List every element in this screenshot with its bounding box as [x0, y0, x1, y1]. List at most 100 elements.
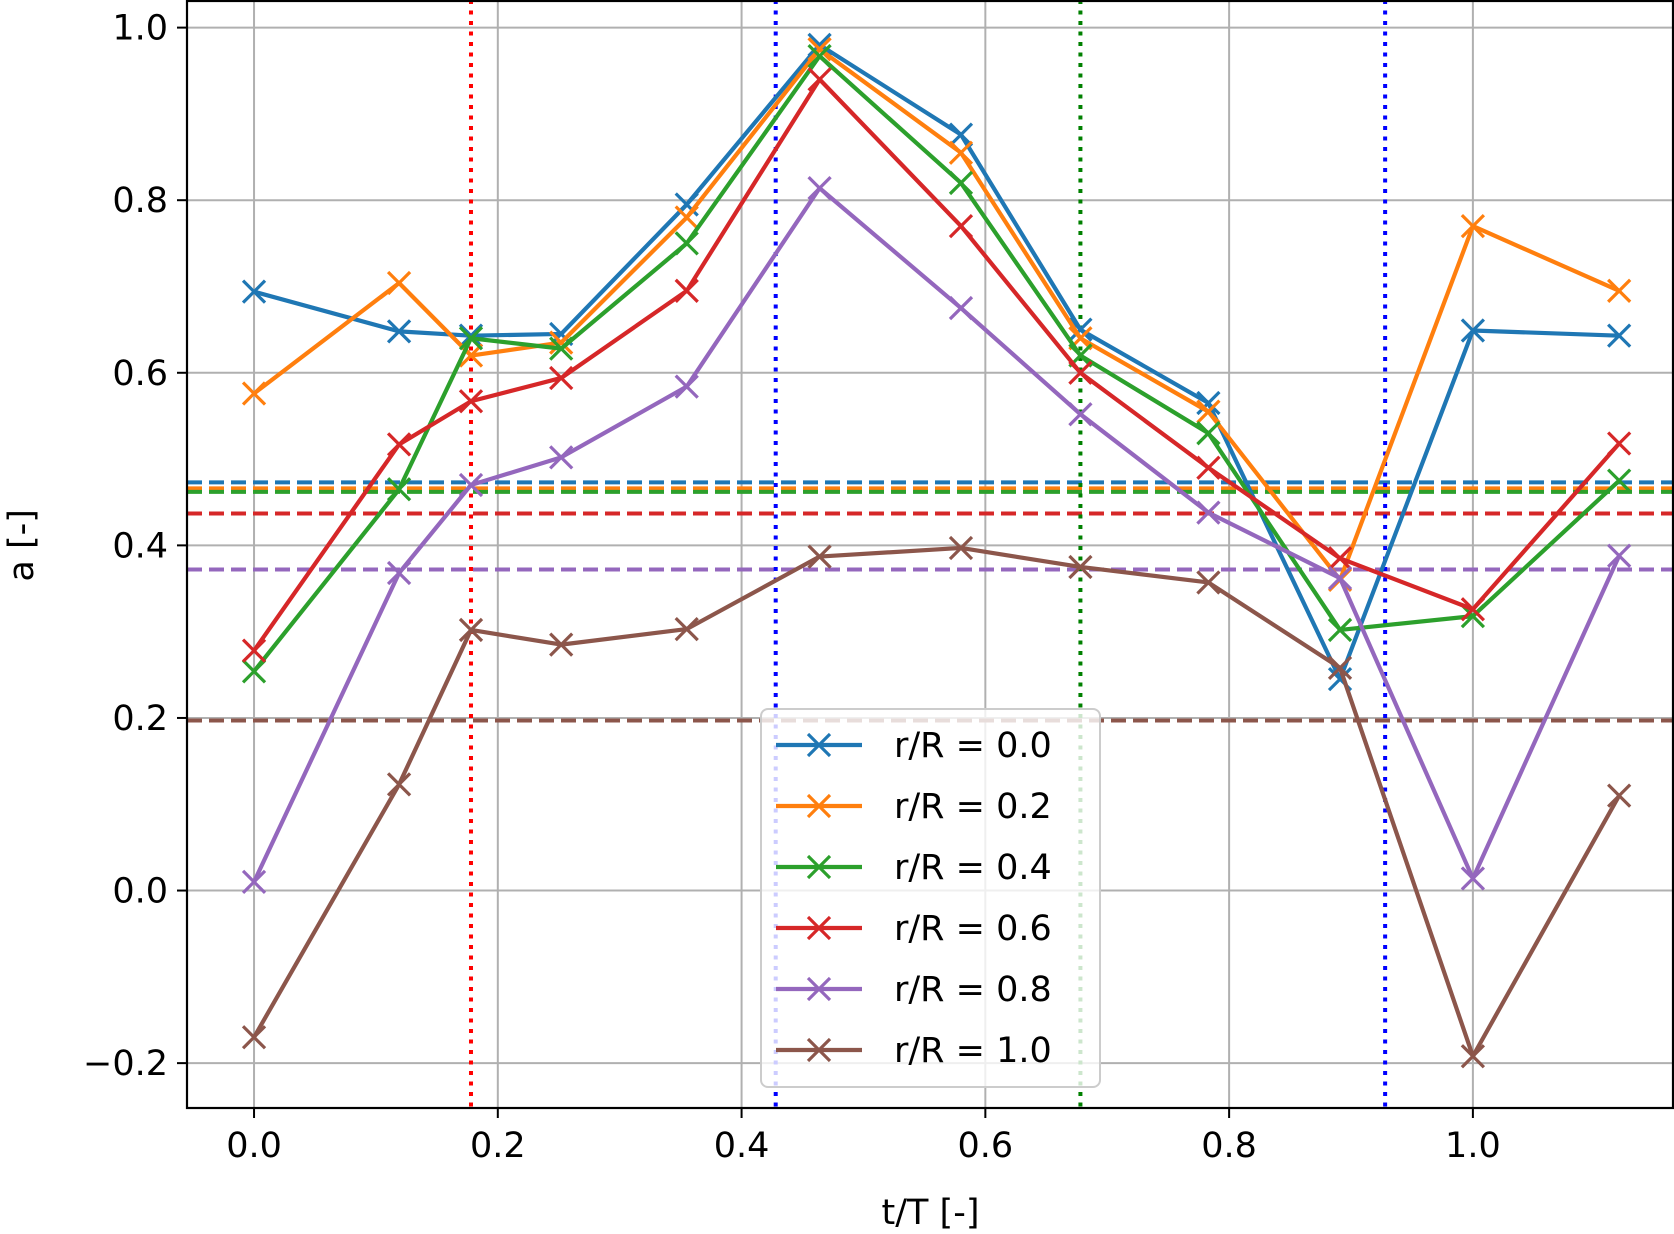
- x-tick-label: 0.8: [1201, 1126, 1257, 1166]
- x-tick-label: 1.0: [1445, 1126, 1501, 1166]
- data-point: [1327, 655, 1353, 681]
- data-point: [1068, 554, 1093, 580]
- legend-item: r/R = 0.8: [776, 970, 1052, 1010]
- data-point: [674, 616, 699, 642]
- y-tick-label: 0.0: [112, 872, 168, 912]
- data-point: [807, 175, 832, 201]
- series-line: [252, 545, 1621, 1059]
- data-point: [1196, 399, 1221, 424]
- data-point: [1460, 603, 1486, 629]
- data-point: [948, 122, 974, 147]
- data-point: [674, 205, 699, 230]
- legend-label: r/R = 1.0: [894, 1031, 1052, 1071]
- data-point: [1068, 317, 1093, 342]
- data-point: [1068, 360, 1093, 385]
- data-point: [241, 869, 267, 895]
- legend-marker: [806, 793, 832, 819]
- data-point: [458, 472, 484, 498]
- data-point: [948, 295, 974, 321]
- data-point: [549, 330, 574, 355]
- data-point: [1460, 213, 1486, 239]
- legend-label: r/R = 0.8: [894, 970, 1052, 1010]
- series-line: [252, 47, 1621, 582]
- x-tick-label: 0.4: [714, 1126, 770, 1166]
- data-point: [549, 445, 574, 470]
- data-point: [241, 659, 267, 684]
- data-point: [386, 319, 412, 344]
- series-4: [241, 175, 1632, 895]
- y-tick-label: −0.2: [83, 1044, 168, 1084]
- data-point: [807, 544, 832, 569]
- series-line: [252, 77, 1621, 652]
- legend-marker: [806, 1037, 832, 1063]
- data-point: [1607, 783, 1632, 808]
- y-tick-label: 1.0: [112, 9, 168, 49]
- data-point: [1460, 1044, 1486, 1069]
- data-point: [1196, 500, 1221, 525]
- data-point: [458, 326, 484, 351]
- data-point: [458, 343, 484, 368]
- legend-marker: [806, 854, 832, 880]
- legend-item: r/R = 0.4: [776, 848, 1052, 888]
- data-point: [458, 389, 484, 414]
- data-point: [1327, 546, 1353, 571]
- data-point: [241, 381, 267, 406]
- data-point: [1196, 390, 1221, 416]
- legend-item: r/R = 0.0: [776, 726, 1052, 766]
- data-point: [1460, 866, 1486, 891]
- series-group: [241, 32, 1632, 1069]
- y-tick-label: 0.6: [112, 354, 168, 394]
- y-axis: −0.2 0.0 0.2 0.4 0.6 0.8 1.0: [83, 9, 187, 1084]
- legend-label: r/R = 0.4: [894, 848, 1052, 888]
- plot-frame: [185, 0, 1674, 1110]
- data-point: [241, 279, 267, 304]
- legend-marker: [806, 915, 832, 941]
- series-line: [253, 42, 1620, 682]
- data-point: [1460, 597, 1486, 622]
- x-tick-label: 0.6: [958, 1126, 1014, 1166]
- data-point: [549, 365, 574, 391]
- data-point: [948, 140, 974, 165]
- y-tick-label: 0.2: [112, 699, 168, 739]
- y-tick-label: 0.8: [112, 181, 168, 221]
- data-point: [948, 213, 974, 239]
- series-line: [252, 186, 1622, 883]
- legend-item: r/R = 0.2: [776, 787, 1052, 827]
- data-point: [386, 772, 412, 797]
- y-axis-label: a [-]: [2, 509, 42, 582]
- data-point: [386, 560, 412, 586]
- data-point: [1607, 431, 1632, 456]
- data-point: [241, 1025, 267, 1050]
- data-point: [1327, 617, 1353, 643]
- x-tick-label: 0.2: [470, 1126, 526, 1166]
- legend-item: r/R = 0.6: [776, 909, 1052, 949]
- legend-label: r/R = 0.2: [894, 787, 1052, 827]
- data-point: [674, 374, 699, 399]
- data-point: [386, 477, 412, 502]
- data-point: [1607, 323, 1632, 348]
- data-point: [1196, 455, 1221, 480]
- data-point: [386, 432, 412, 457]
- data-point: [674, 278, 699, 303]
- data-point: [386, 270, 412, 296]
- x-axis-label: t/T [-]: [882, 1193, 980, 1233]
- mean-lines: [187, 480, 1674, 723]
- x-axis: 0.0 0.2 0.4 0.6 0.8 1.0: [226, 1108, 1501, 1166]
- data-point: [1607, 468, 1632, 493]
- data-point: [948, 535, 974, 561]
- data-point: [458, 323, 484, 348]
- y-tick-label: 0.4: [112, 526, 168, 566]
- data-point: [807, 37, 832, 62]
- data-point: [1196, 570, 1221, 595]
- legend-item: r/R = 1.0: [776, 1031, 1052, 1071]
- legend-marker: [806, 732, 832, 758]
- data-point: [549, 632, 574, 657]
- legend-marker: [806, 976, 832, 1002]
- legend-box: [760, 708, 1101, 1088]
- grid: [187, 0, 1674, 1108]
- series-line: [252, 53, 1621, 673]
- x-tick-label: 0.0: [226, 1126, 282, 1166]
- data-point: [458, 617, 484, 643]
- data-point: [948, 170, 974, 196]
- legend: r/R = 0.0 r/R = 0.2 r/R = 0.4 r/R = 0.6 r/R …: [760, 708, 1101, 1088]
